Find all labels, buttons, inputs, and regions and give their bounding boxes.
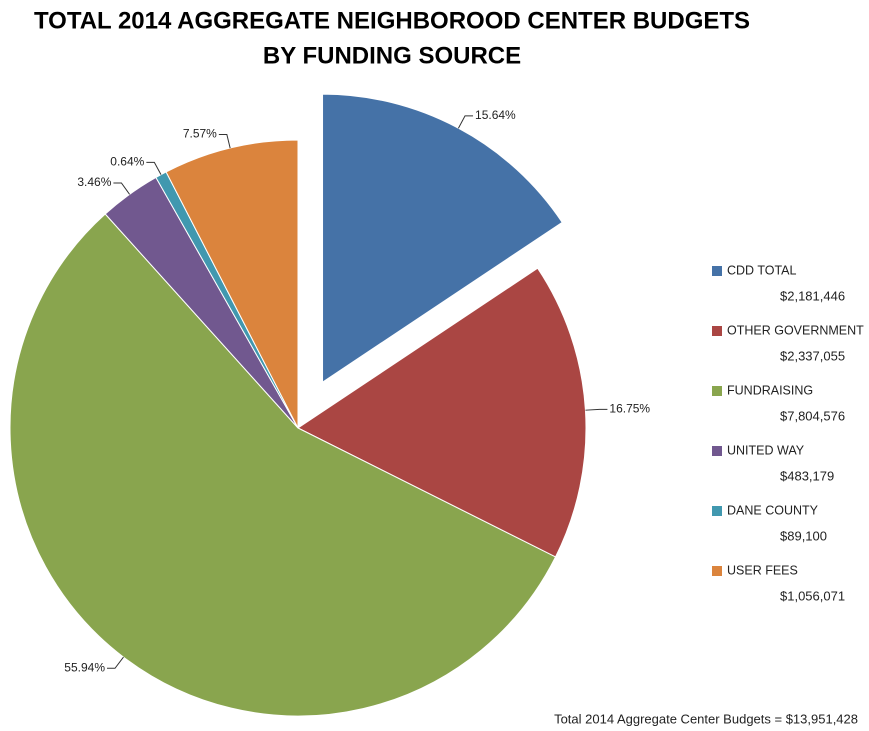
leader-line: [146, 161, 162, 175]
chart-title: BY FUNDING SOURCE: [263, 42, 521, 69]
legend-label: OTHER GOVERNMENT: [727, 323, 864, 337]
data-label: 55.94%: [64, 660, 105, 674]
legend-swatch: [712, 326, 722, 336]
leader-line: [457, 115, 474, 129]
legend-amount: $1,056,071: [780, 588, 845, 603]
pie-slice: [322, 93, 563, 384]
pie-slice: [165, 139, 299, 429]
legend-label: USER FEES: [727, 563, 798, 577]
legend-amount: $7,804,576: [780, 408, 845, 423]
data-label: 7.57%: [183, 127, 217, 141]
note: Total 2014 Aggregate Center Budgets = $1…: [554, 711, 858, 726]
legend-label: UNITED WAY: [727, 443, 805, 457]
legend-amount: $89,100: [780, 528, 827, 543]
leader-line: [585, 408, 608, 411]
leader-line: [113, 182, 131, 195]
data-label: 16.75%: [609, 401, 650, 415]
data-label: 0.64%: [110, 155, 144, 169]
legend-amount: $483,179: [780, 468, 834, 483]
legend-swatch: [712, 446, 722, 456]
legend-swatch: [712, 566, 722, 576]
data-label: 15.64%: [475, 108, 516, 122]
legend-swatch: [712, 506, 722, 516]
leader-line: [107, 656, 124, 669]
legend-swatch: [712, 386, 722, 396]
legend-label: CDD TOTAL: [727, 263, 797, 277]
data-label: 3.46%: [77, 175, 111, 189]
leader-line: [218, 134, 231, 149]
legend-amount: $2,337,055: [780, 348, 845, 363]
pie-slice: [297, 267, 587, 558]
legend-amount: $2,181,446: [780, 288, 845, 303]
legend-swatch: [712, 266, 722, 276]
chart-title: TOTAL 2014 AGGREGATE NEIGHBOROOD CENTER …: [34, 7, 750, 34]
legend-label: DANE COUNTY: [727, 503, 819, 517]
legend-label: FUNDRAISING: [727, 383, 813, 397]
